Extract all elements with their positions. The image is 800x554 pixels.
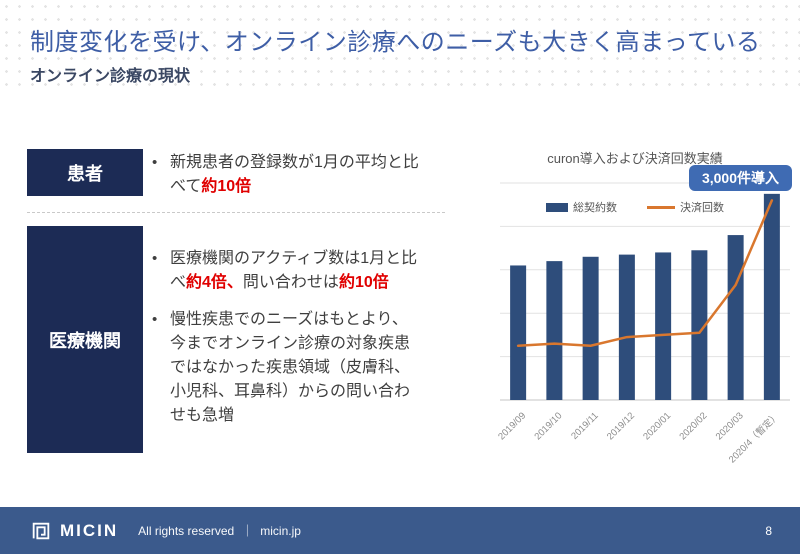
bullet-marker: • (152, 154, 158, 171)
legend-label: 総契約数 (573, 202, 617, 214)
x-tick-label: 2019/12 (605, 410, 637, 442)
line-series (516, 199, 774, 347)
chart-legend: 総契約数 決済回数 (470, 199, 800, 215)
bullet-text: 新規患者の登録数が1月の平均と比べて約10倍 (170, 154, 419, 195)
patient-label: 患者 (67, 163, 103, 184)
bar-2019/10 (546, 261, 563, 400)
dashed-divider (27, 212, 445, 213)
bar-2019/12 (618, 254, 635, 400)
legend-item: 総契約数 (546, 199, 617, 215)
x-tick-label: 2020/01 (641, 410, 673, 442)
legend-bar-swatch (546, 202, 568, 212)
page-number: 8 (765, 523, 772, 538)
bar-2020/4（暫定） (763, 193, 780, 400)
micin-logo-icon (30, 520, 52, 542)
bar-2020/03 (727, 235, 744, 400)
legend-line-swatch (647, 205, 675, 209)
page-title: 制度変化を受け、オンライン診療へのニーズも大きく高まっている (30, 29, 761, 56)
medical-institution-label: 医療機関 (49, 330, 121, 351)
footer-bar: MICIN All rights reserved ｜ micin.jp 8 (0, 507, 800, 554)
x-tick-label: 2020/02 (677, 410, 709, 442)
x-tick-label: 2019/10 (532, 410, 564, 442)
chart-annotation-badge: 3,000件導入 (688, 165, 792, 191)
footer-site-link[interactable]: micin.jp (260, 523, 301, 538)
page-subtitle: オンライン診療の現状 (30, 68, 191, 85)
legend-item: 決済回数 (647, 199, 724, 215)
bullet-text: 慢性疾患でのニーズはもとより、今までオンライン診療の対象疾患ではなかった疾患領域… (170, 311, 411, 424)
bar-2020/02 (691, 250, 708, 400)
bullet-item: • 医療機関のアクティブ数は1月と比べ約4倍、問い合わせは約10倍 (152, 247, 420, 295)
bullet-item: • 慢性疾患でのニーズはもとより、今までオンライン診療の対象疾患ではなかった疾患領… (152, 308, 420, 428)
footer-divider: ｜ (241, 524, 254, 538)
patient-bullet-list: • 新規患者の登録数が1月の平均と比べて約10倍 (152, 151, 420, 212)
medical-institution-label-box: 医療機関 (27, 226, 143, 453)
medical-institution-bullet-list: • 医療機関のアクティブ数は1月と比べ約4倍、問い合わせは約10倍 • 慢性疾患でのニ… (152, 247, 420, 441)
footer-brand: MICIN (60, 520, 119, 540)
dot-pattern-background (0, 0, 800, 96)
footer-rights: All rights reserved ｜ micin.jp (138, 522, 301, 539)
x-tick-label: 2019/11 (569, 410, 601, 442)
bullet-text: 医療機関のアクティブ数は1月と比べ約4倍、問い合わせは約10倍 (170, 250, 418, 291)
footer-rights-text: All rights reserved (138, 523, 235, 538)
chart-title: curon導入および決済回数実績 (547, 151, 723, 166)
bullet-item: • 新規患者の登録数が1月の平均と比べて約10倍 (152, 151, 420, 199)
bullet-marker: • (152, 311, 158, 328)
bullet-marker: • (152, 250, 158, 267)
chart-container: 2019/09 2019/10 2019/11 2019/12 2020/01 2020/… (470, 143, 800, 468)
bar-2019/09 (510, 265, 527, 400)
x-tick-label: 2019/09 (496, 410, 528, 442)
bar-2019/11 (582, 256, 599, 400)
legend-label: 決済回数 (680, 202, 724, 214)
x-tick-label: 2020/03 (714, 410, 746, 442)
patient-label-box: 患者 (27, 149, 143, 196)
bar-2020/01 (655, 252, 672, 400)
combo-chart: 2019/09 2019/10 2019/11 2019/12 2020/01 2020/… (496, 182, 790, 466)
